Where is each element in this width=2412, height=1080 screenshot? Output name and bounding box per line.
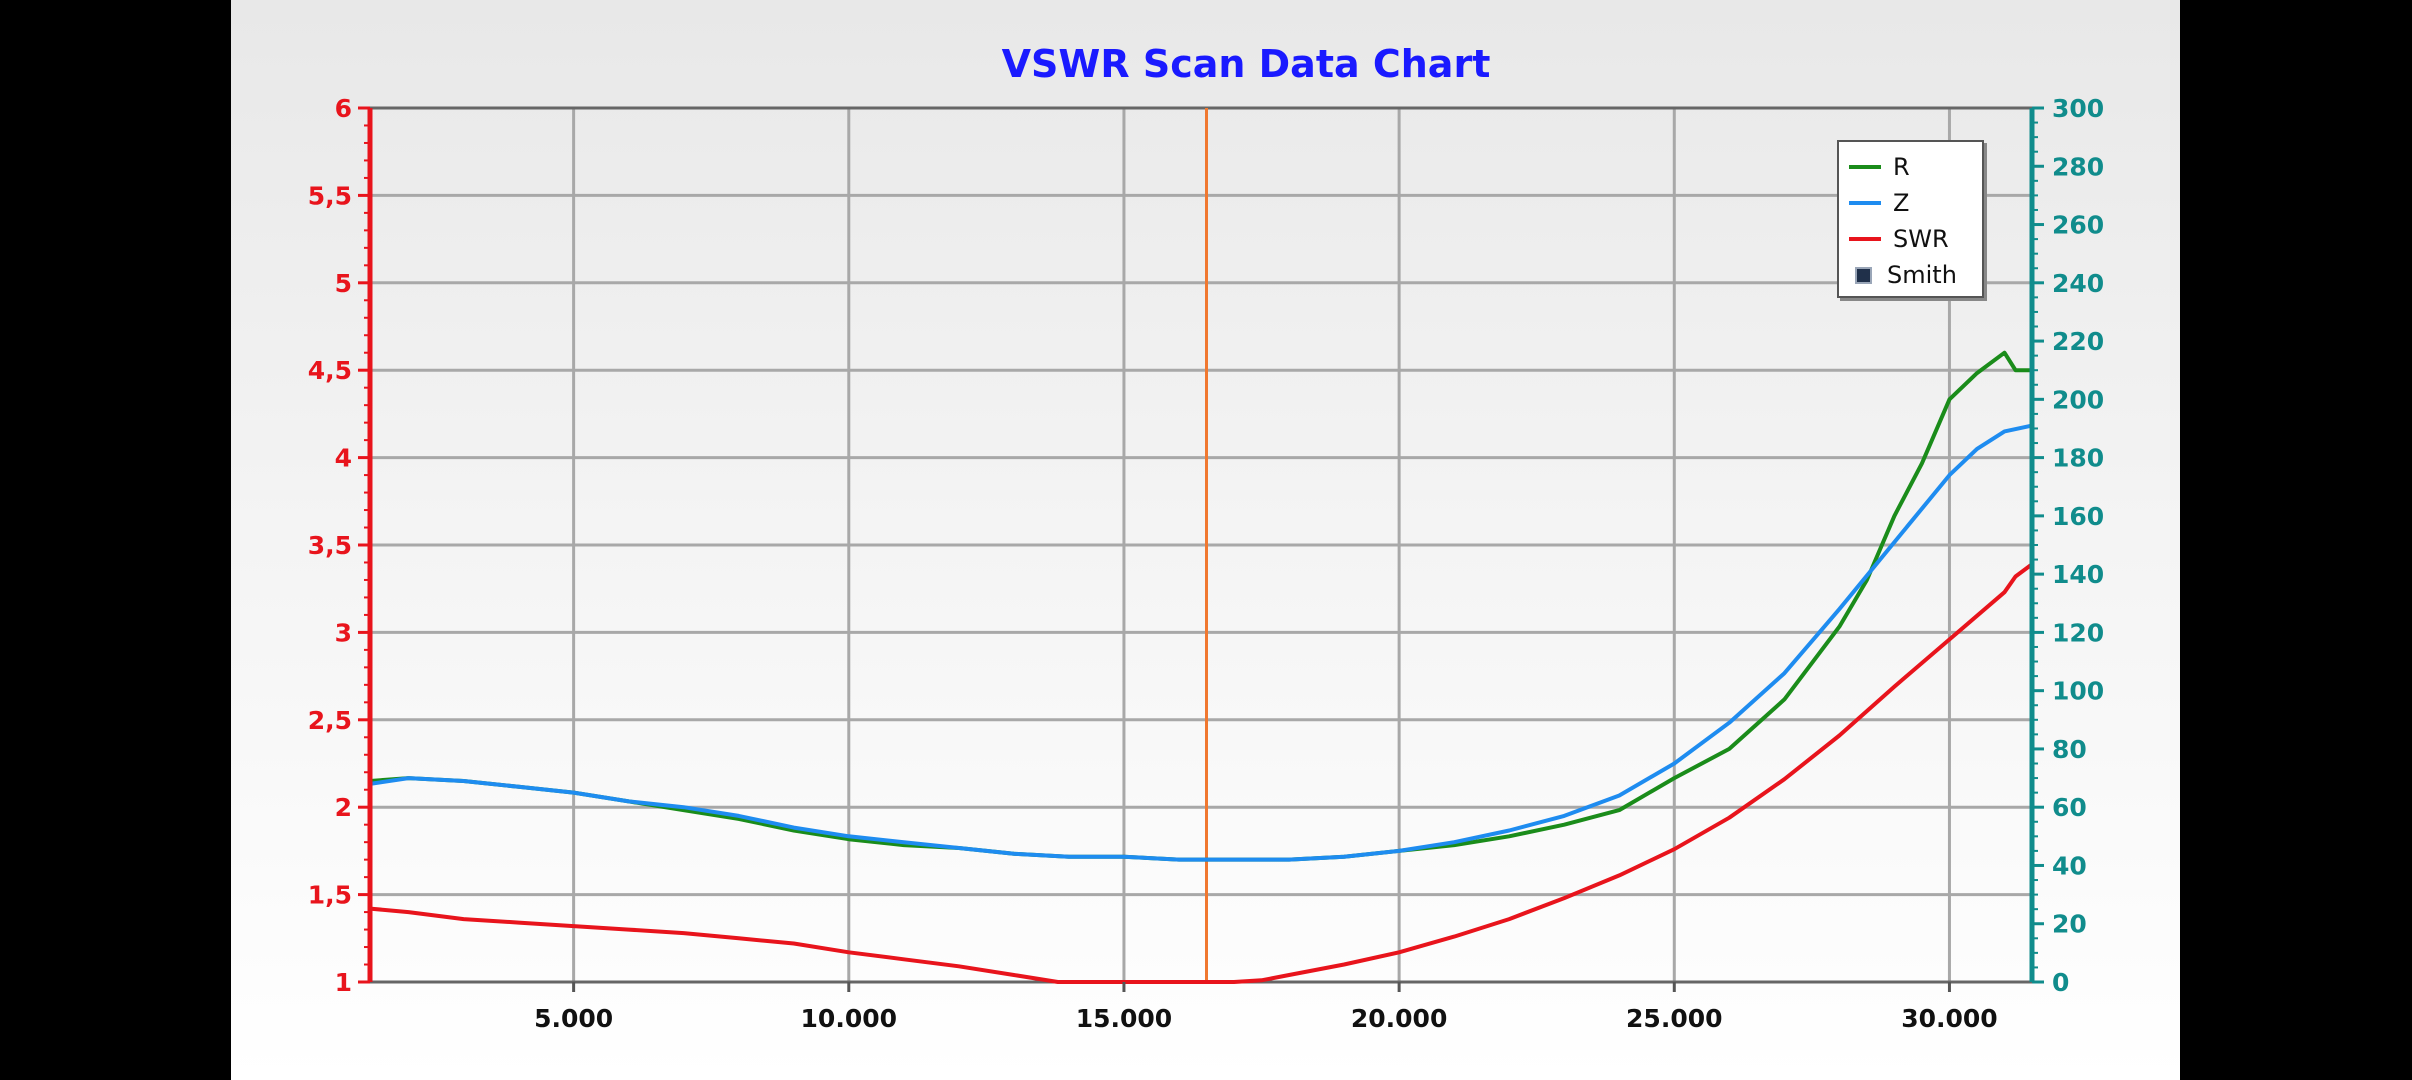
y-right-tick-label-14: 280 xyxy=(2052,152,2104,181)
ticks-layer: 11,522,533,544,555,560204060801001201401… xyxy=(308,94,2104,1033)
y-left-tick-label-3: 2,5 xyxy=(308,706,352,735)
x-tick-label-0: 5.000 xyxy=(534,1004,613,1033)
y-left-tick-label-9: 5,5 xyxy=(308,181,352,210)
y-left-tick-label-8: 5 xyxy=(335,269,352,298)
x-tick-label-5: 30.000 xyxy=(1901,1004,1997,1033)
y-left-tick-label-1: 1,5 xyxy=(308,881,352,910)
y-right-tick-label-6: 120 xyxy=(2052,618,2104,647)
y-right-tick-label-7: 140 xyxy=(2052,560,2104,589)
legend-item-smith[interactable]: Smith xyxy=(1849,257,1982,293)
series-line-z xyxy=(369,423,2033,862)
legend: R Z SWR Smith xyxy=(1837,140,1984,298)
y-right-tick-label-9: 180 xyxy=(2052,444,2104,473)
y-right-tick-label-11: 220 xyxy=(2052,327,2104,356)
legend-swatch-smith xyxy=(1855,266,1872,284)
y-left-tick-label-2: 2 xyxy=(335,793,352,822)
y-right-tick-label-13: 260 xyxy=(2052,211,2104,240)
y-right-tick-label-8: 160 xyxy=(2052,502,2104,531)
axes-layer xyxy=(358,106,2044,992)
y-right-tick-label-0: 0 xyxy=(2052,968,2069,997)
chart-title: VSWR Scan Data Chart xyxy=(1001,42,1491,86)
x-tick-label-3: 20.000 xyxy=(1351,1004,1447,1033)
y-left-tick-label-7: 4,5 xyxy=(308,356,352,385)
y-left-tick-label-5: 3,5 xyxy=(308,531,352,560)
y-right-tick-label-15: 300 xyxy=(2052,94,2104,123)
y-left-tick-label-6: 4 xyxy=(335,444,352,473)
series-line-r xyxy=(369,350,2032,862)
series-layer xyxy=(369,108,2034,984)
grid xyxy=(370,106,2032,984)
y-left-tick-label-10: 6 xyxy=(335,94,352,123)
y-right-tick-label-5: 100 xyxy=(2052,677,2104,706)
y-right-tick-label-12: 240 xyxy=(2052,269,2104,298)
y-right-tick-label-2: 40 xyxy=(2052,851,2087,880)
y-left-tick-label-0: 1 xyxy=(335,968,352,997)
y-right-tick-label-3: 60 xyxy=(2052,793,2087,822)
legend-item-swr[interactable]: SWR xyxy=(1849,221,1982,257)
y-left-tick-label-4: 3 xyxy=(335,618,352,647)
y-right-tick-label-1: 20 xyxy=(2052,910,2087,939)
legend-swatch-z xyxy=(1849,201,1881,205)
legend-label-smith: Smith xyxy=(1887,261,1957,289)
legend-item-z[interactable]: Z xyxy=(1849,185,1982,221)
legend-label-swr: SWR xyxy=(1893,225,1949,253)
series-line-swr xyxy=(369,562,2034,984)
legend-label-z: Z xyxy=(1893,189,1910,217)
x-tick-label-4: 25.000 xyxy=(1626,1004,1722,1033)
x-tick-label-2: 15.000 xyxy=(1076,1004,1172,1033)
legend-swatch-swr xyxy=(1849,237,1881,241)
y-right-tick-label-4: 80 xyxy=(2052,735,2087,764)
x-tick-label-1: 10.000 xyxy=(801,1004,897,1033)
y-right-tick-label-10: 200 xyxy=(2052,385,2104,414)
legend-swatch-r xyxy=(1849,165,1881,169)
legend-item-r[interactable]: R xyxy=(1849,149,1982,185)
legend-label-r: R xyxy=(1893,153,1910,181)
